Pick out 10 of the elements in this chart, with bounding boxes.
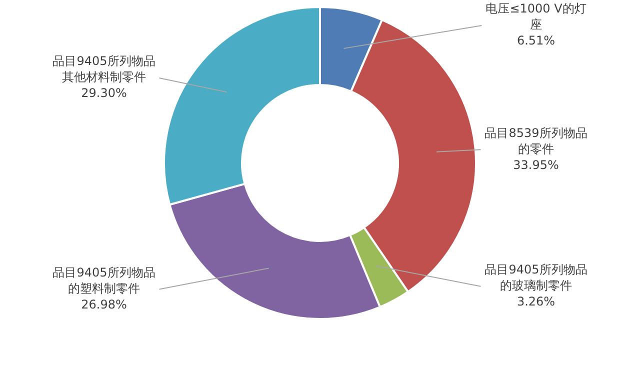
data-label: 29.30%: [81, 86, 127, 100]
data-label: 33.95%: [513, 158, 559, 172]
slice-label: 品目9405所列物品的塑料制零件: [52, 265, 156, 296]
slice-label: 品目8539所列物品的零件: [484, 126, 588, 156]
data-label: 3.26%: [516, 294, 556, 309]
data-label: 6.51%: [516, 34, 556, 48]
data-label: 26.98%: [81, 297, 127, 312]
slice-label: 品目9405所列物品其他材料制零件: [52, 54, 156, 84]
slice-label: 电压≤1000 V的灯座: [486, 2, 586, 32]
slice-label: 品目9405所列物品的玻璃制零件: [484, 262, 588, 293]
